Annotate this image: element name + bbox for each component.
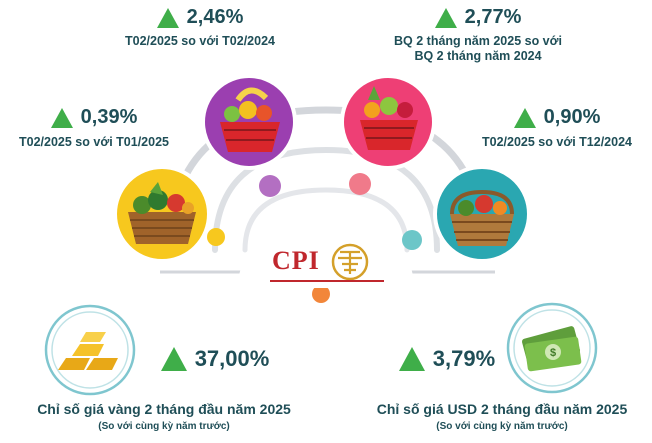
up-arrow-icon bbox=[434, 7, 457, 28]
stat-value: 2,77% bbox=[464, 6, 522, 28]
stat-gold-value: 37,00% bbox=[160, 346, 270, 372]
up-arrow-icon bbox=[398, 347, 425, 371]
stat-label: Chỉ số giá USD 2 tháng đầu năm 2025 bbox=[376, 401, 628, 417]
stat-label: T02/2025 so với T12/2024 bbox=[482, 135, 632, 149]
stat-label: T02/2025 so với T01/2025 bbox=[19, 135, 169, 149]
dot-yellow bbox=[207, 228, 225, 246]
svg-text:$: $ bbox=[550, 347, 556, 359]
stat-value: 3,79% bbox=[432, 346, 496, 371]
up-arrow-icon bbox=[156, 7, 179, 28]
up-arrow-icon bbox=[513, 107, 536, 128]
stat-label-line-2: BQ 2 tháng năm 2024 bbox=[414, 49, 542, 63]
dot-teal bbox=[402, 230, 422, 250]
up-arrow-icon bbox=[50, 107, 73, 128]
dot-orange bbox=[312, 285, 330, 303]
stat-note: (So với cùng kỳ năm trước) bbox=[98, 421, 230, 432]
dot-pink bbox=[349, 173, 371, 195]
stat-value: 0,90% bbox=[543, 106, 601, 128]
dot-purple bbox=[259, 175, 281, 197]
stat-label: T02/2025 so với T02/2024 bbox=[125, 34, 275, 48]
stat-value: 2,46% bbox=[186, 6, 244, 28]
stat-gold-label: Chỉ số giá vàng 2 tháng đầu năm 2025 (So… bbox=[24, 400, 304, 432]
stat-mom: 0,39% T02/2025 so với T01/2025 bbox=[4, 106, 184, 150]
stat-value: 37,00% bbox=[194, 346, 270, 371]
fruit-basket-icon bbox=[201, 74, 297, 170]
gold-bars-icon bbox=[44, 304, 136, 396]
stat-label: Chỉ số giá vàng 2 tháng đầu năm 2025 bbox=[37, 401, 291, 417]
hanoi-emblem-icon bbox=[331, 243, 369, 281]
stat-usd-value: 3,79% bbox=[392, 346, 502, 372]
dollar-bills-icon: $ bbox=[506, 302, 598, 394]
red-fruit-basket-icon bbox=[340, 74, 436, 170]
stat-label-line-1: BQ 2 tháng năm 2025 so với bbox=[394, 34, 562, 48]
up-arrow-icon bbox=[160, 347, 187, 371]
stat-yoy-february: 2,46% T02/2025 so với T02/2024 bbox=[100, 6, 300, 49]
stat-usd-label: Chỉ số giá USD 2 tháng đầu năm 2025 (So … bbox=[362, 400, 642, 432]
vegetable-wicker-basket-icon bbox=[433, 165, 531, 263]
vegetable-basket-icon bbox=[113, 165, 211, 263]
cpi-label: CPI bbox=[272, 246, 320, 275]
stat-note: (So với cùng kỳ năm trước) bbox=[436, 421, 568, 432]
stat-two-month-average: 2,77% BQ 2 tháng năm 2025 so với BQ 2 th… bbox=[378, 6, 578, 64]
stat-value: 0,39% bbox=[80, 106, 138, 128]
stat-ytd: 0,90% T02/2025 so với T12/2024 bbox=[466, 106, 648, 150]
